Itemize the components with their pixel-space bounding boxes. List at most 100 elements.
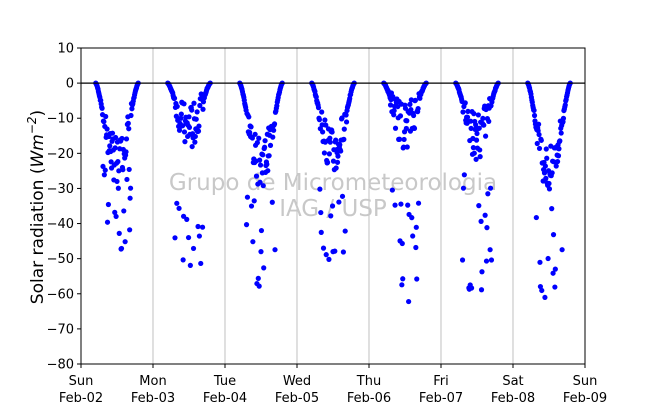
data-point <box>333 137 339 143</box>
x-tick-label-date: Feb-06 <box>347 391 391 406</box>
data-point <box>537 259 543 265</box>
data-point <box>468 118 474 124</box>
data-point <box>398 201 404 207</box>
data-point <box>550 270 556 276</box>
data-point <box>251 198 257 204</box>
data-point <box>258 249 264 255</box>
data-point <box>174 200 180 206</box>
data-point <box>414 276 420 282</box>
data-point <box>319 109 325 115</box>
data-point <box>272 247 278 253</box>
data-point <box>339 115 345 121</box>
data-point <box>320 245 327 251</box>
y-tick-label: −70 <box>47 322 74 337</box>
data-point <box>124 176 130 183</box>
data-point <box>549 206 555 212</box>
data-point <box>542 294 548 301</box>
data-point <box>471 111 477 117</box>
data-point <box>271 121 278 127</box>
data-point <box>534 140 540 147</box>
data-point <box>481 122 487 128</box>
data-point <box>122 239 128 245</box>
data-point <box>546 186 553 192</box>
x-tick-label-day: Wed <box>283 374 311 389</box>
data-point <box>129 106 135 112</box>
x-tick-label-day: Sun <box>573 374 598 389</box>
data-point <box>473 156 479 162</box>
data-point <box>250 239 256 245</box>
data-point <box>256 135 262 141</box>
data-point <box>101 119 107 125</box>
x-tick-label-day: Thu <box>356 374 381 389</box>
data-point <box>195 223 201 230</box>
data-point <box>556 146 562 152</box>
data-point <box>194 109 200 115</box>
data-point <box>488 257 495 263</box>
data-point <box>252 131 258 137</box>
data-point <box>329 203 336 209</box>
data-point <box>468 125 474 132</box>
data-point <box>100 163 106 170</box>
data-point <box>118 245 125 252</box>
data-point <box>401 136 407 143</box>
data-point <box>127 195 133 201</box>
x-tick-label-day: Sat <box>502 374 523 389</box>
data-point <box>484 225 490 231</box>
data-point <box>544 155 550 161</box>
data-point <box>410 233 416 239</box>
data-point <box>412 97 418 103</box>
data-point <box>261 265 267 271</box>
data-point <box>192 139 198 145</box>
data-point <box>174 103 180 110</box>
y-tick-label: −80 <box>47 358 74 373</box>
data-point <box>392 125 399 131</box>
data-point <box>267 142 274 148</box>
data-point <box>332 248 338 254</box>
data-point <box>321 150 328 156</box>
data-point <box>333 165 339 171</box>
data-point <box>197 102 203 109</box>
x-tick-label-date: Feb-07 <box>419 391 463 406</box>
data-point <box>326 256 332 262</box>
data-point <box>340 249 346 255</box>
data-point <box>320 129 326 135</box>
data-point <box>182 139 188 145</box>
y-axis: 10 0 −10 −20 −30 −40 −50 −60 −70 −80 <box>47 42 81 373</box>
data-point <box>399 282 405 288</box>
x-tick-label-date: Feb-09 <box>563 391 607 406</box>
data-point <box>243 222 250 228</box>
data-point <box>199 224 206 230</box>
x-tick-label-day: Mon <box>139 374 166 389</box>
data-point <box>257 162 264 168</box>
data-point <box>533 214 539 221</box>
data-point <box>107 143 113 149</box>
y-axis-label: Solar radiation (Wm−2) <box>25 110 48 304</box>
data-point <box>104 126 110 132</box>
data-point <box>200 99 207 105</box>
data-point <box>531 107 537 113</box>
data-point <box>99 105 105 111</box>
data-point <box>271 127 277 133</box>
data-point <box>330 158 337 164</box>
data-point <box>196 123 202 129</box>
data-point <box>411 125 418 132</box>
data-point <box>475 112 481 118</box>
data-point <box>171 95 178 101</box>
data-point <box>247 129 253 136</box>
data-point <box>187 262 193 268</box>
data-point <box>126 166 132 173</box>
y-tick-label: 0 <box>66 77 74 92</box>
data-point <box>102 167 108 173</box>
data-point <box>185 234 192 241</box>
data-point <box>103 113 109 120</box>
data-point <box>536 145 543 152</box>
data-point <box>186 114 192 120</box>
data-point <box>105 201 112 208</box>
data-point <box>323 122 329 128</box>
data-point <box>553 163 559 169</box>
data-point <box>487 185 494 191</box>
data-point <box>476 125 482 131</box>
data-point <box>406 298 412 305</box>
data-point <box>192 133 198 140</box>
